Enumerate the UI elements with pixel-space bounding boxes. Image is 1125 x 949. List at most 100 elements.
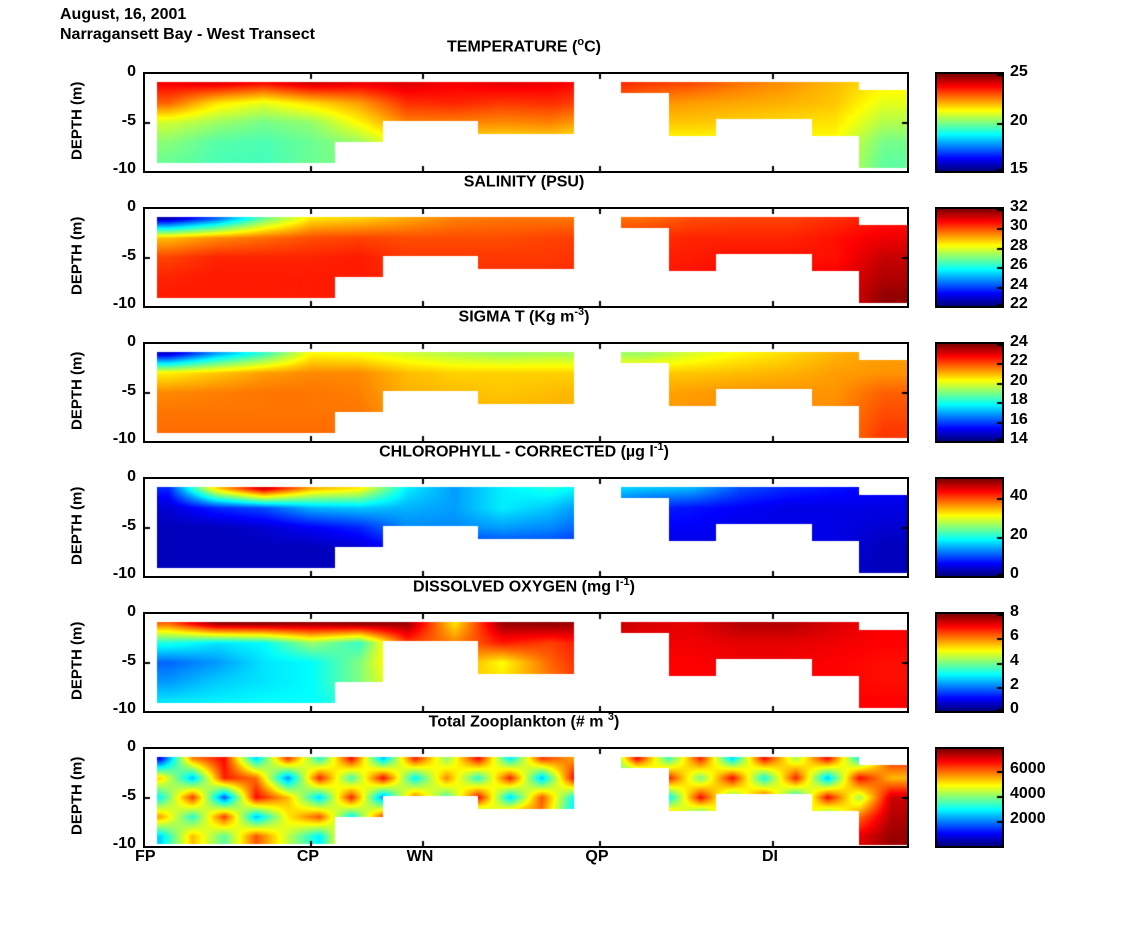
y-tick-label: -5	[121, 111, 136, 129]
panel-title: DISSOLVED OXYGEN (mg l-1)	[143, 576, 905, 598]
heatmap-canvas	[145, 74, 907, 171]
colorbar-tick-label: 6000	[1010, 760, 1046, 778]
plot-area	[143, 747, 909, 848]
colorbar-tick-label: 25	[1010, 63, 1028, 80]
y-axis-label: DEPTH (m)	[68, 81, 86, 160]
panel-title-suffix: )	[663, 443, 669, 461]
panel-zooplankton: Total Zooplankton (# m 3) DEPTH (m) 0 -5 -…	[0, 707, 1125, 852]
colorbar	[935, 747, 1004, 848]
panel-title-suffix: )	[584, 308, 590, 326]
figure-location: Narragansett Bay - West Transect	[60, 26, 315, 43]
colorbar-tick-label: 0	[1010, 700, 1019, 717]
colorbar	[935, 612, 1004, 713]
y-axis-label: DEPTH (m)	[68, 216, 86, 295]
panel-title-superscript: -3	[574, 306, 585, 318]
panel-title-superscript: -1	[653, 441, 664, 453]
panel-title-suffix: )	[614, 713, 620, 731]
y-axis-label: DEPTH (m)	[68, 621, 86, 700]
colorbar-tick-label: 2	[1010, 675, 1019, 693]
y-tick-label: -10	[112, 160, 136, 177]
colorbar-tick-label: 4000	[1010, 785, 1046, 803]
panel-title-suffix: C)	[584, 38, 601, 56]
panel-title-superscript: -1	[619, 576, 630, 588]
y-tick-label: 0	[127, 603, 136, 620]
y-tick-label: -10	[112, 295, 136, 312]
y-tick-label: -5	[121, 381, 136, 399]
panel-salinity: SALINITY (PSU) DEPTH (m) 0 -5 -10 32 30 28 26 2…	[0, 167, 1125, 312]
panel-title-text: Total Zooplankton (# m	[428, 713, 608, 731]
panel-dissolved-oxygen: DISSOLVED OXYGEN (mg l-1) DEPTH (m) 0 -5 -…	[0, 572, 1125, 717]
heatmap-canvas	[145, 209, 907, 306]
colorbar-tick-label: 8	[1010, 603, 1019, 620]
y-tick-label: 0	[127, 468, 136, 485]
y-tick-label: -5	[121, 246, 136, 264]
colorbar	[935, 342, 1004, 443]
panel-title-text: SIGMA T (Kg m	[458, 308, 575, 326]
x-station-label-cp: CP	[296, 848, 320, 865]
colorbar-tick-label: 24	[1010, 333, 1028, 350]
panel-sigma-t: SIGMA T (Kg m-3) DEPTH (m) 0 -5 -10 24 22 20 1…	[0, 302, 1125, 447]
colorbar-tick-label: 18	[1010, 391, 1028, 409]
colorbar	[935, 477, 1004, 578]
plot-area	[143, 72, 909, 173]
colorbar-tick-label: 20	[1010, 111, 1028, 129]
colorbar-canvas	[937, 479, 1002, 576]
colorbar	[935, 207, 1004, 308]
colorbar-canvas	[937, 344, 1002, 441]
colorbar	[935, 72, 1004, 173]
panel-title-text: DISSOLVED OXYGEN (mg l	[413, 578, 620, 596]
colorbar-tick-label: 22	[1010, 295, 1028, 312]
colorbar-tick-label: 26	[1010, 256, 1028, 274]
colorbar-canvas	[937, 749, 1002, 846]
colorbar-tick-label: 2000	[1010, 810, 1046, 828]
heatmap-canvas	[145, 749, 907, 846]
x-station-label-wn: WN	[406, 848, 434, 865]
colorbar-tick-label: 28	[1010, 236, 1028, 254]
colorbar-canvas	[937, 74, 1002, 171]
panel-title: SALINITY (PSU)	[143, 171, 905, 193]
heatmap-canvas	[145, 479, 907, 576]
colorbar-tick-label: 20	[1010, 526, 1028, 544]
y-tick-label: -5	[121, 786, 136, 804]
panel-title-suffix: )	[629, 578, 635, 596]
y-tick-label: 0	[127, 198, 136, 215]
y-tick-label: -10	[112, 565, 136, 582]
panel-title-text: SALINITY (PSU)	[463, 173, 585, 191]
panel-title-superscript: 3	[607, 711, 615, 723]
colorbar-canvas	[937, 614, 1002, 711]
y-axis-label: DEPTH (m)	[68, 756, 86, 835]
colorbar-tick-label: 40	[1010, 487, 1028, 505]
panel-temperature: TEMPERATURE (oC) DEPTH (m) 0 -5 -10 25 20 15	[0, 32, 1125, 177]
panel-title: Total Zooplankton (# m 3)	[143, 711, 905, 733]
colorbar-tick-label: 6	[1010, 627, 1019, 645]
colorbar-tick-label: 0	[1010, 565, 1019, 582]
panel-title: TEMPERATURE (oC)	[143, 36, 905, 58]
colorbar-tick-label: 30	[1010, 217, 1028, 235]
plot-area	[143, 477, 909, 578]
heatmap-canvas	[145, 344, 907, 441]
colorbar-canvas	[937, 209, 1002, 306]
panel-title: CHLOROPHYLL - CORRECTED (µg l-1)	[143, 441, 905, 463]
y-tick-label: -10	[112, 430, 136, 447]
figure-date: August, 16, 2001	[60, 6, 187, 23]
colorbar-tick-label: 4	[1010, 651, 1019, 669]
panel-title: SIGMA T (Kg m-3)	[143, 306, 905, 328]
colorbar-tick-label: 24	[1010, 275, 1028, 293]
panel-title-superscript: o	[577, 36, 585, 48]
colorbar-tick-label: 32	[1010, 198, 1028, 215]
y-tick-label: 0	[127, 333, 136, 350]
colorbar-tick-label: 15	[1010, 160, 1028, 177]
y-tick-label: 0	[127, 738, 136, 755]
x-station-label-fp: FP	[135, 848, 156, 865]
y-tick-label: -5	[121, 651, 136, 669]
y-tick-label: 0	[127, 63, 136, 80]
y-tick-label: -10	[112, 700, 136, 717]
plot-area	[143, 207, 909, 308]
plot-area	[143, 342, 909, 443]
colorbar-tick-label: 14	[1010, 430, 1028, 447]
y-axis-label: DEPTH (m)	[68, 351, 86, 430]
y-tick-label: -5	[121, 516, 136, 534]
heatmap-canvas	[145, 614, 907, 711]
colorbar-tick-label: 22	[1010, 352, 1028, 370]
panel-title-text: TEMPERATURE (	[447, 38, 578, 56]
